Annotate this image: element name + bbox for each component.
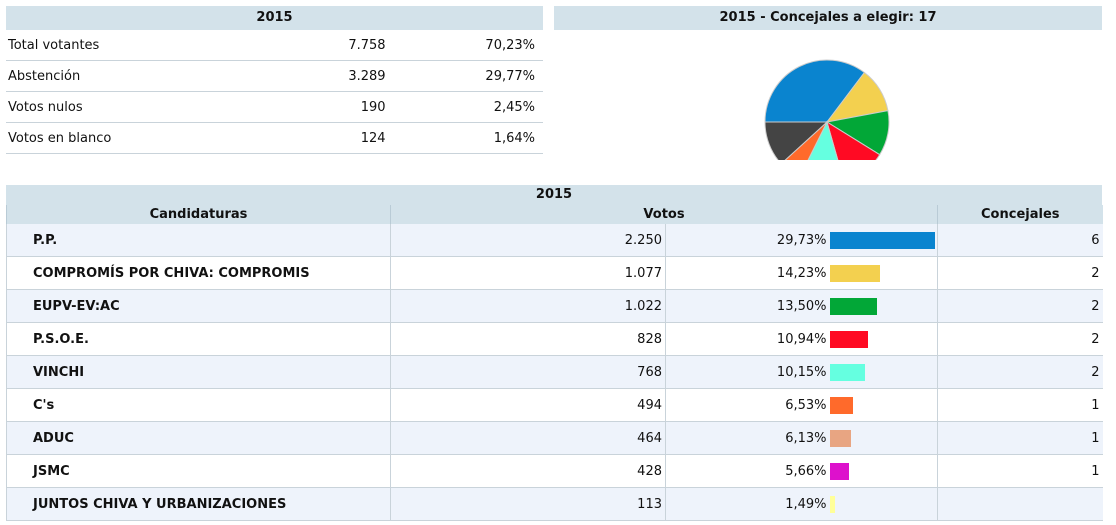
result-row: COMPROMÍS POR CHIVA: COMPROMIS 1.077 14,23…: [6, 256, 1103, 290]
vote-bar: [829, 429, 852, 447]
vote-bar: [829, 330, 869, 348]
summary-pct: 29,77%: [393, 60, 543, 92]
party-name: JSMC: [6, 454, 391, 488]
party-name: VINCHI: [6, 355, 391, 389]
party-votes: 1.077: [390, 256, 666, 290]
summary-table: Total votantes 7.758 70,23% Abstención 3.289…: [6, 30, 543, 154]
pie-slice: [764, 121, 829, 160]
result-row: P.S.O.E. 828 10,94% 2: [6, 322, 1103, 356]
summary-pct: 70,23%: [393, 30, 543, 61]
party-votes: 768: [390, 355, 666, 389]
pie-panel: 2015 - Concejales a elegir: 17: [554, 6, 1102, 160]
pie-slice: [764, 59, 866, 123]
party-name: EUPV-EV:AC: [6, 289, 391, 323]
party-pct: 6,53%: [665, 388, 829, 422]
party-votes: 464: [390, 421, 666, 455]
summary-label: Abstención: [6, 60, 276, 92]
party-pct: 10,15%: [665, 355, 829, 389]
pie-slice: [826, 120, 881, 160]
party-votes: 2.250: [390, 224, 666, 257]
summary-label: Votos en blanco: [6, 122, 276, 154]
party-seats: 2: [937, 322, 1103, 356]
result-row: JUNTOS CHIVA Y URBANIZACIONES 113 1,49%: [6, 487, 1103, 521]
pie-slice: [784, 121, 828, 160]
party-pct: 13,50%: [665, 289, 829, 323]
result-row: P.P. 2.250 29,73% 6: [6, 224, 1103, 257]
vote-bar: [829, 462, 850, 480]
summary-row: Total votantes 7.758 70,23%: [6, 30, 543, 61]
party-name: JUNTOS CHIVA Y URBANIZACIONES: [6, 487, 391, 521]
party-seats: 1: [937, 421, 1103, 455]
summary-row: Votos nulos 190 2,45%: [6, 91, 543, 123]
summary-value: 7.758: [275, 30, 394, 61]
summary-value: 3.289: [275, 60, 394, 92]
vote-bar: [829, 495, 835, 513]
result-row: C's 494 6,53% 1: [6, 388, 1103, 422]
party-votes: 428: [390, 454, 666, 488]
summary-title: 2015: [6, 6, 543, 30]
party-name: P.S.O.E.: [6, 322, 391, 356]
party-votes: 494: [390, 388, 666, 422]
summary-pct: 1,64%: [393, 122, 543, 154]
party-seats: 1: [937, 388, 1103, 422]
party-pct: 1,49%: [665, 487, 829, 521]
result-row: EUPV-EV:AC 1.022 13,50% 2: [6, 289, 1103, 323]
party-pct: 5,66%: [665, 454, 829, 488]
vote-bar: [829, 363, 866, 381]
pie-title: 2015 - Concejales a elegir: 17: [554, 6, 1102, 30]
party-votes: 828: [390, 322, 666, 356]
summary-row: Votos en blanco 124 1,64%: [6, 122, 543, 154]
vote-bar: [829, 231, 935, 249]
party-name: COMPROMÍS POR CHIVA: COMPROMIS: [6, 256, 391, 290]
party-seats: 1: [937, 454, 1103, 488]
summary-panel: 2015 Total votantes 7.758 70,23% Abstención…: [6, 6, 543, 154]
party-seats: 2: [937, 355, 1103, 389]
result-row: JSMC 428 5,66% 1: [6, 454, 1103, 488]
party-name: P.P.: [6, 224, 391, 257]
summary-row: Abstención 3.289 29,77%: [6, 60, 543, 92]
summary-label: Votos nulos: [6, 91, 276, 123]
pie-slice: [807, 120, 839, 160]
summary-label: Total votantes: [6, 30, 276, 61]
results-title: 2015: [6, 185, 1102, 205]
result-row: ADUC 464 6,13% 1: [6, 421, 1103, 455]
party-seats: 6: [937, 224, 1103, 257]
vote-bar: [829, 297, 878, 315]
party-seats: [937, 487, 1103, 521]
party-seats: 2: [937, 289, 1103, 323]
vote-bar: [829, 396, 853, 414]
summary-value: 190: [275, 91, 394, 123]
party-votes: 1.022: [390, 289, 666, 323]
header-candidaturas: Candidaturas: [6, 205, 391, 224]
summary-value: 124: [275, 122, 394, 154]
results-panel: 2015 Candidaturas Votos Concejales P.P. 2…: [6, 185, 1103, 521]
seats-pie-chart: [764, 59, 890, 160]
party-name: C's: [6, 388, 391, 422]
results-table: Candidaturas Votos Concejales P.P. 2.250 2…: [6, 205, 1103, 521]
party-pct: 6,13%: [665, 421, 829, 455]
party-name: ADUC: [6, 421, 391, 455]
party-pct: 14,23%: [665, 256, 829, 290]
party-seats: 2: [937, 256, 1103, 290]
party-pct: 10,94%: [665, 322, 829, 356]
party-votes: 113: [390, 487, 666, 521]
result-row: VINCHI 768 10,15% 2: [6, 355, 1103, 389]
header-votos: Votos: [389, 205, 938, 224]
party-pct: 29,73%: [665, 224, 829, 257]
summary-pct: 2,45%: [393, 91, 543, 123]
vote-bar: [829, 264, 880, 282]
header-concejales: Concejales: [937, 205, 1103, 224]
